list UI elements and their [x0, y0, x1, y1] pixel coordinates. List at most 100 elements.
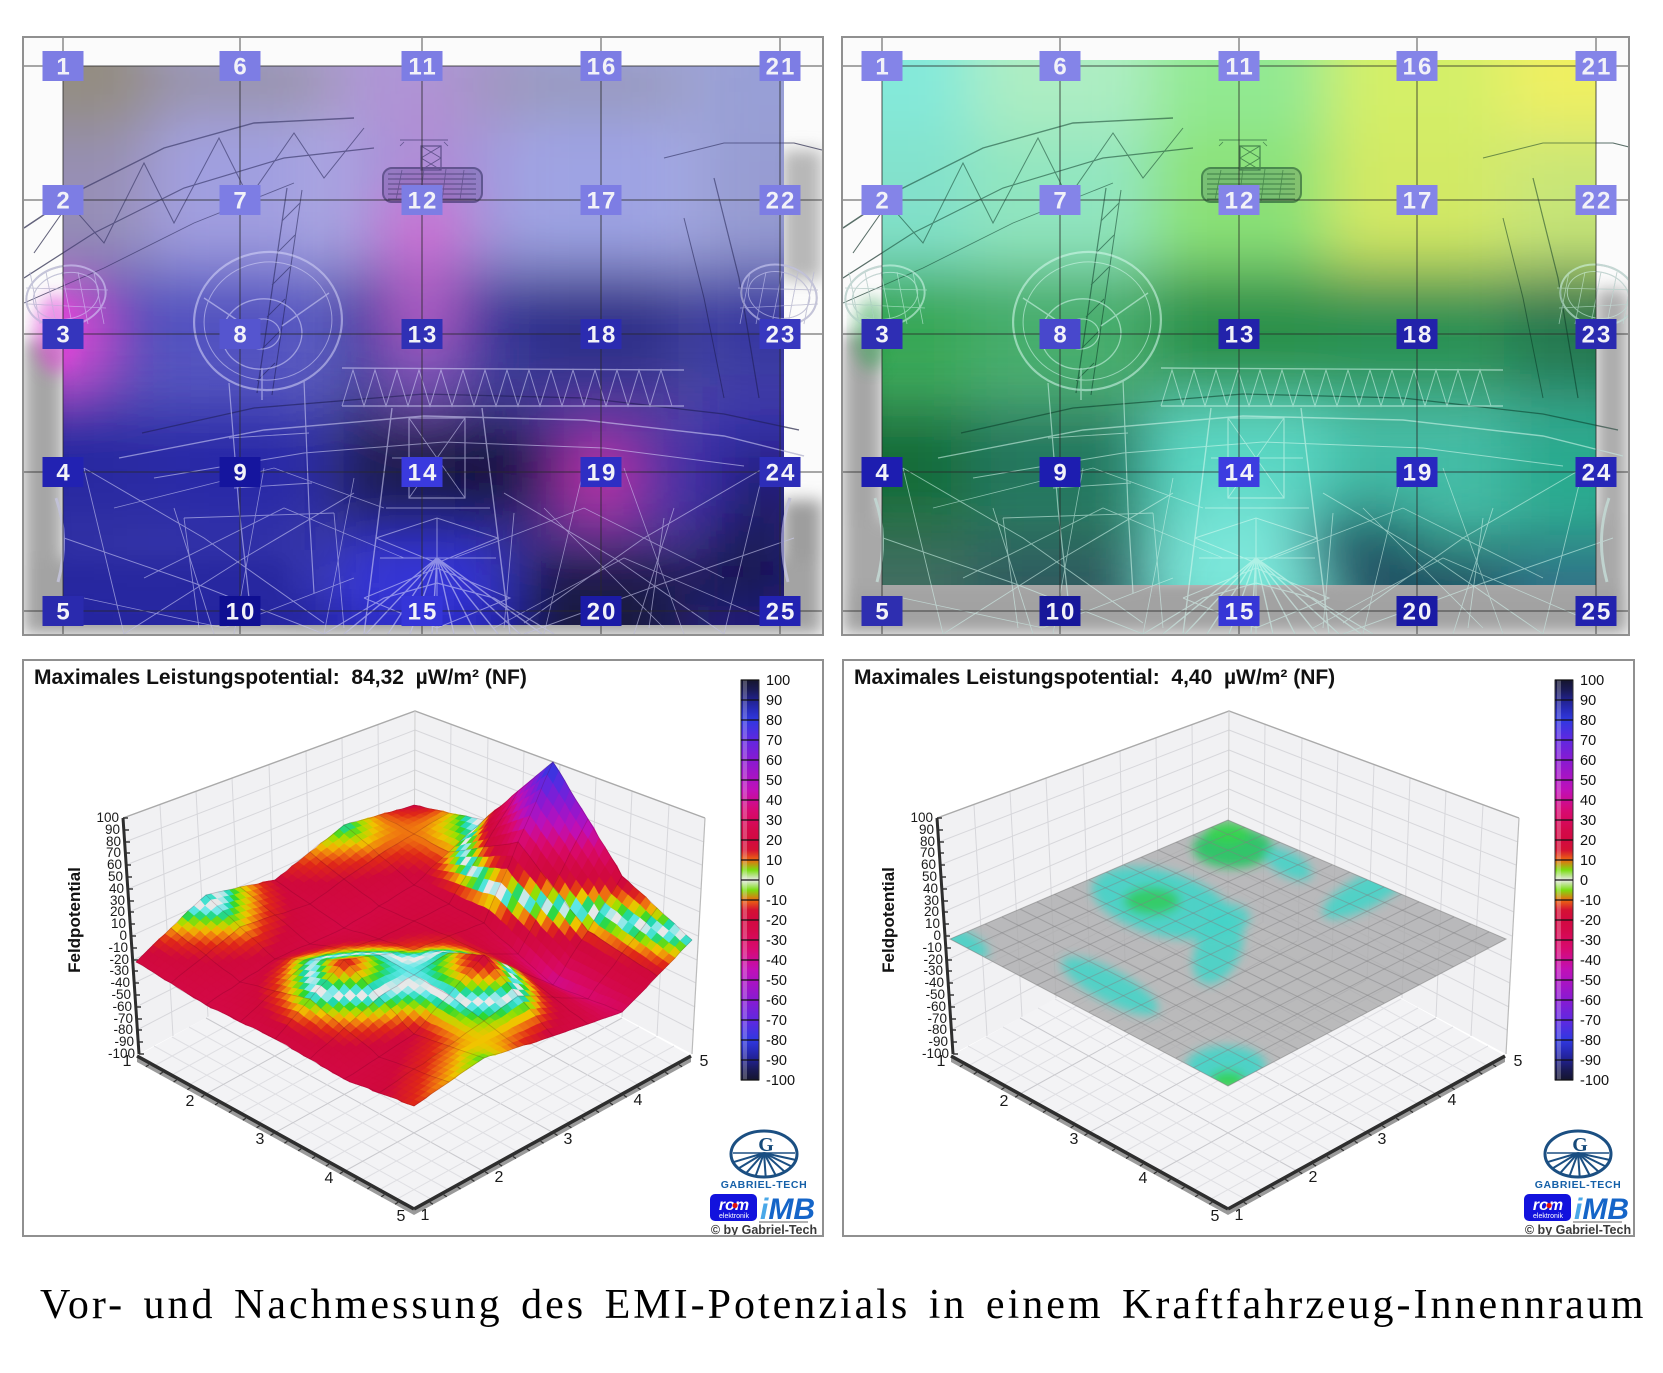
svg-text:6: 6	[233, 54, 246, 81]
svg-text:-10: -10	[108, 940, 128, 955]
svg-text:21: 21	[1582, 54, 1613, 81]
svg-text:G: G	[758, 1134, 774, 1156]
svg-text:80: 80	[766, 713, 782, 729]
svg-text:20: 20	[1403, 599, 1434, 626]
svg-text:-100: -100	[766, 1073, 795, 1089]
svg-text:-90: -90	[766, 1053, 787, 1069]
svg-text:3: 3	[1378, 1131, 1387, 1148]
svg-text:-10: -10	[922, 940, 942, 955]
svg-text:Feldpotential: Feldpotential	[879, 867, 898, 973]
svg-text:10: 10	[1046, 599, 1077, 626]
svg-text:11: 11	[1225, 54, 1254, 81]
svg-text:80: 80	[106, 834, 121, 849]
svg-text:-20: -20	[109, 952, 129, 967]
svg-text:2: 2	[1000, 1093, 1009, 1110]
svg-text:4: 4	[1448, 1092, 1457, 1109]
svg-text:-100: -100	[1580, 1073, 1609, 1089]
svg-text:5: 5	[875, 599, 888, 626]
svg-text:50: 50	[922, 869, 937, 884]
svg-text:30: 30	[110, 893, 125, 908]
svg-text:-80: -80	[766, 1033, 787, 1049]
svg-text:90: 90	[919, 822, 934, 837]
svg-text:10: 10	[925, 916, 940, 931]
svg-text:100: 100	[910, 810, 933, 825]
svg-text:30: 30	[766, 813, 782, 829]
svg-text:60: 60	[766, 753, 782, 769]
svg-text:15: 15	[408, 599, 439, 626]
svg-text:10: 10	[1580, 853, 1596, 869]
svg-text:90: 90	[766, 693, 782, 709]
svg-text:-100: -100	[108, 1046, 135, 1061]
svg-text:-90: -90	[114, 1034, 134, 1049]
svg-text:3: 3	[875, 322, 888, 349]
svg-text:5: 5	[397, 1208, 406, 1225]
svg-text:3: 3	[564, 1131, 573, 1148]
svg-text:-60: -60	[1580, 993, 1601, 1009]
svg-text:© by Gabriel-Tech: © by Gabriel-Tech	[1525, 1223, 1631, 1235]
svg-text:10: 10	[111, 916, 126, 931]
svg-text:-10: -10	[1580, 893, 1601, 909]
svg-text:100: 100	[766, 673, 790, 689]
svg-text:-20: -20	[1580, 913, 1601, 929]
svg-text:22: 22	[766, 188, 797, 215]
svg-text:12: 12	[408, 188, 439, 215]
svg-text:40: 40	[109, 881, 124, 896]
svg-text:-50: -50	[111, 987, 131, 1002]
svg-text:GABRIEL-TECH: GABRIEL-TECH	[721, 1179, 808, 1191]
svg-text:4: 4	[325, 1170, 334, 1187]
svg-text:1: 1	[421, 1207, 430, 1224]
svg-text:-70: -70	[927, 1011, 947, 1026]
svg-text:Maximales Leistungspotential:: Maximales Leistungspotential: 84,32 µW/m…	[34, 666, 527, 689]
svg-text:-100: -100	[922, 1046, 949, 1061]
svg-text:50: 50	[1580, 773, 1596, 789]
svg-text:4: 4	[634, 1092, 643, 1109]
svg-text:14: 14	[408, 460, 439, 487]
svg-text:70: 70	[766, 733, 782, 749]
svg-text:-30: -30	[766, 933, 787, 949]
svg-text:10: 10	[766, 853, 782, 869]
svg-text:-10: -10	[766, 893, 787, 909]
svg-text:24: 24	[1582, 460, 1613, 487]
svg-text:elektronik: elektronik	[1533, 1213, 1563, 1220]
svg-text:60: 60	[1580, 753, 1596, 769]
svg-text:40: 40	[923, 881, 938, 896]
svg-text:80: 80	[920, 834, 935, 849]
svg-text:-70: -70	[766, 1013, 787, 1029]
svg-text:-30: -30	[109, 963, 129, 978]
svg-text:17: 17	[587, 188, 618, 215]
svg-text:© by Gabriel-Tech: © by Gabriel-Tech	[711, 1223, 817, 1235]
svg-text:8: 8	[233, 322, 246, 349]
svg-text:21: 21	[766, 54, 797, 81]
svg-text:-90: -90	[928, 1034, 948, 1049]
svg-text:2: 2	[875, 188, 888, 215]
svg-text:5: 5	[1514, 1053, 1523, 1070]
svg-text:20: 20	[924, 904, 939, 919]
svg-text:6: 6	[1053, 54, 1066, 81]
svg-text:17: 17	[1403, 188, 1434, 215]
svg-text:0: 0	[933, 928, 941, 943]
svg-text:-70: -70	[1580, 1013, 1601, 1029]
svg-text:19: 19	[1403, 460, 1434, 487]
svg-text:0: 0	[1580, 873, 1588, 889]
svg-text:-40: -40	[766, 953, 787, 969]
svg-text:4: 4	[1139, 1170, 1148, 1187]
svg-text:11: 11	[408, 54, 437, 81]
svg-text:22: 22	[1582, 188, 1613, 215]
svg-text:elektronik: elektronik	[719, 1213, 749, 1220]
svg-text:20: 20	[110, 904, 125, 919]
svg-text:-20: -20	[923, 952, 943, 967]
svg-text:40: 40	[1580, 793, 1596, 809]
svg-text:23: 23	[766, 322, 797, 349]
svg-text:-80: -80	[927, 1022, 947, 1037]
svg-text:60: 60	[921, 857, 936, 872]
svg-text:23: 23	[1582, 322, 1613, 349]
svg-text:16: 16	[587, 54, 618, 81]
svg-text:100: 100	[96, 810, 119, 825]
svg-text:1: 1	[1235, 1207, 1244, 1224]
svg-text:-50: -50	[925, 987, 945, 1002]
svg-text:-60: -60	[926, 999, 946, 1014]
svg-text:8: 8	[1053, 322, 1066, 349]
svg-text:80: 80	[1580, 713, 1596, 729]
svg-text:-70: -70	[113, 1011, 133, 1026]
svg-text:13: 13	[1225, 322, 1256, 349]
